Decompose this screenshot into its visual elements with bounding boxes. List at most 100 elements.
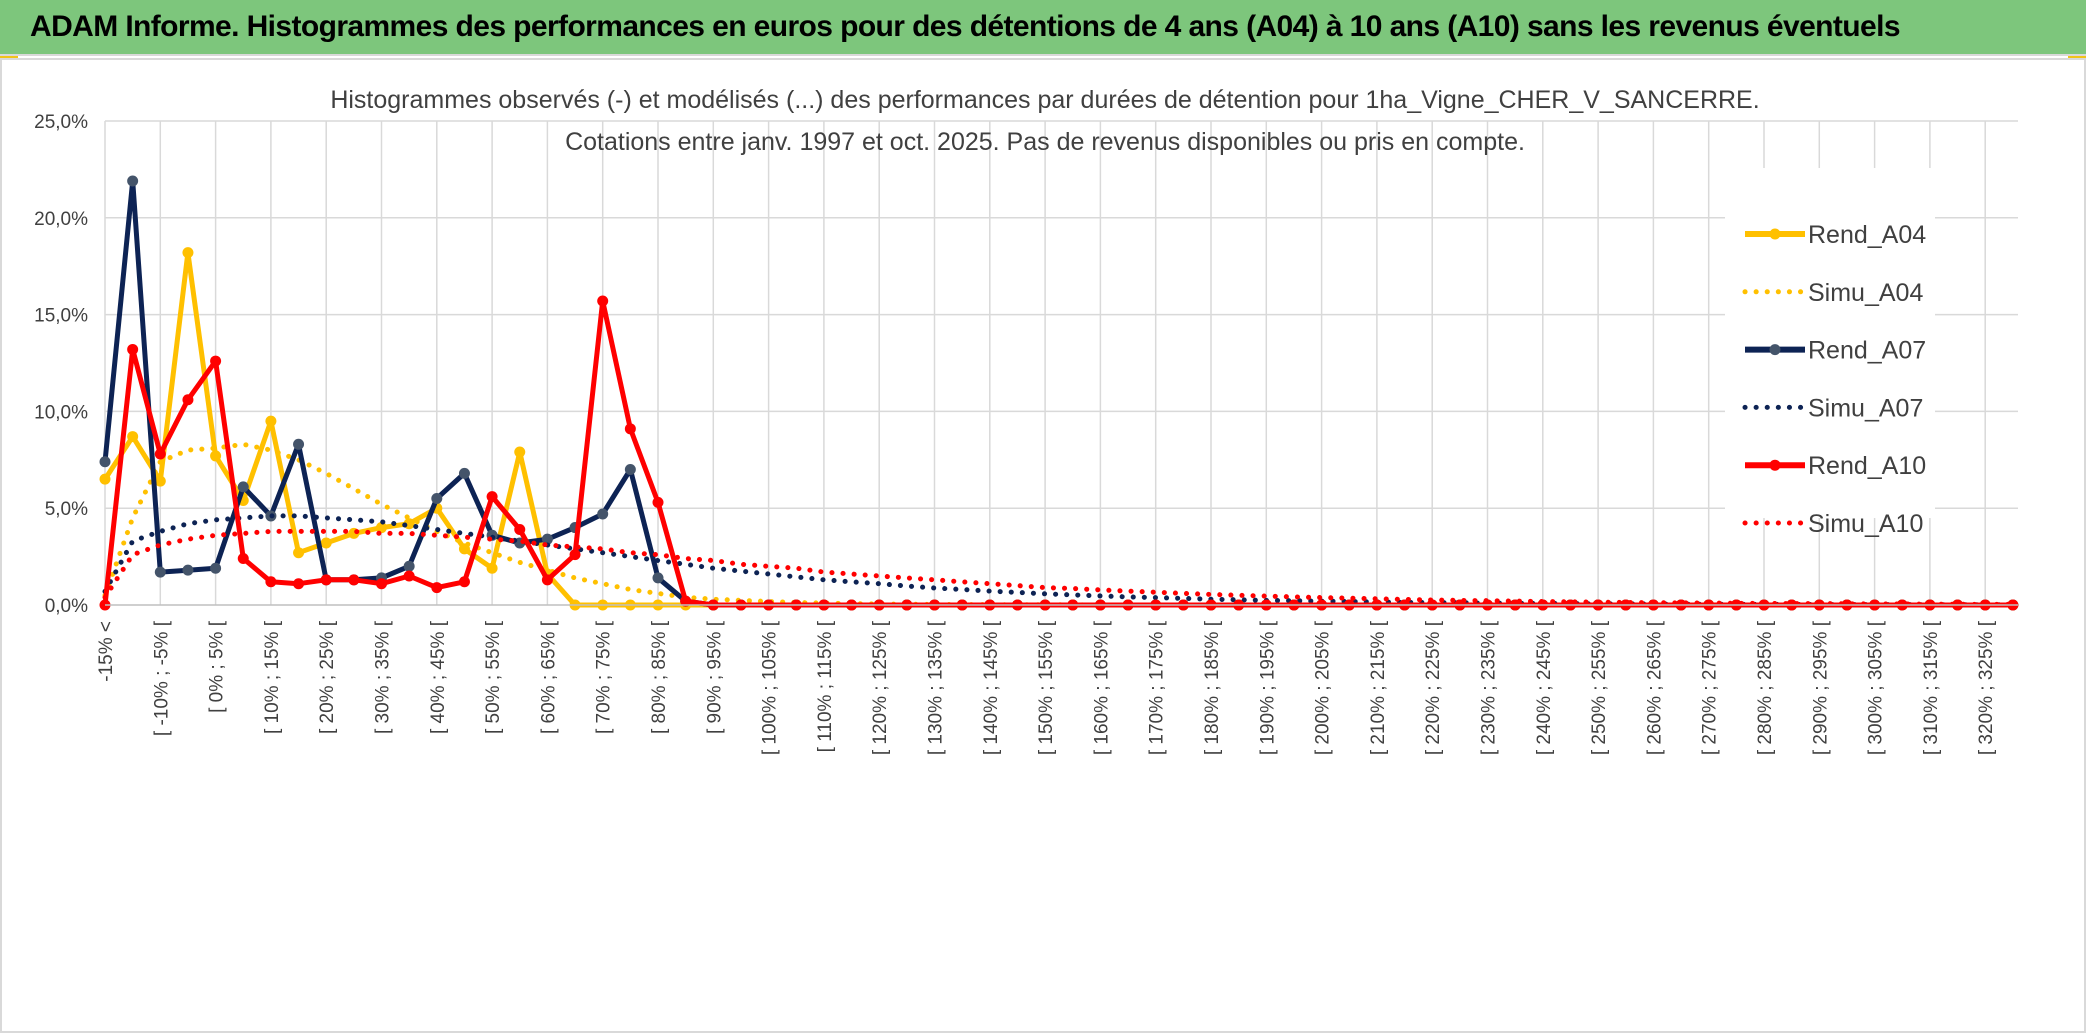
data-point-rend-a04 xyxy=(182,247,194,259)
data-point-rend-a07 xyxy=(403,560,415,572)
x-tick-label: [ 200% ; 205% [ xyxy=(1313,620,1334,755)
x-tick-label: [ 300% ; 305% [ xyxy=(1866,620,1887,755)
x-tick-label: [ 0% ; 5% [ xyxy=(207,620,228,713)
data-point-rend-a07 xyxy=(182,564,194,576)
x-tick-label: [ 250% ; 255% [ xyxy=(1589,620,1610,755)
x-tick-label: [ 110% ; 115% [ xyxy=(815,620,836,752)
data-point-rend-a10 xyxy=(210,355,222,367)
legend-background xyxy=(1725,168,1935,518)
data-point-rend-a10 xyxy=(541,574,553,586)
x-tick-label: [ -10% ; -5% [ xyxy=(151,620,172,736)
x-tick-label: [ 60% ; 65% [ xyxy=(538,620,559,734)
data-point-rend-a10 xyxy=(127,343,139,355)
x-tick-label: [ 270% ; 275% [ xyxy=(1700,620,1721,755)
y-tick-label: 0,0% xyxy=(45,596,88,617)
data-point-rend-a07 xyxy=(431,493,443,505)
x-tick-label: [ 160% ; 165% [ xyxy=(1091,620,1112,755)
data-point-rend-a10 xyxy=(569,549,581,561)
x-tick-label: [ 100% ; 105% [ xyxy=(760,620,781,755)
y-tick-label: 5,0% xyxy=(45,499,88,520)
histogram-chart: 0,0% 5,0% 10,0% 15,0% 20,0% 25,0% -15% < [ -10%… xyxy=(0,58,2086,1033)
data-point-rend-a10 xyxy=(597,295,609,307)
data-point-rend-a10 xyxy=(154,448,166,460)
legend-label-simu-a07: Simu_A07 xyxy=(1808,394,1923,422)
data-point-rend-a10 xyxy=(403,570,415,582)
data-point-rend-a10 xyxy=(182,394,194,406)
legend-label-simu-a04: Simu_A04 xyxy=(1808,279,1923,307)
y-tick-label: 10,0% xyxy=(34,402,88,423)
x-tick-label: [ 310% ; 315% [ xyxy=(1921,620,1942,755)
data-point-rend-a04 xyxy=(376,522,387,534)
data-point-rend-a07 xyxy=(127,175,139,187)
x-tick-label: [ 120% ; 125% [ xyxy=(870,620,891,755)
data-point-rend-a04 xyxy=(320,537,332,549)
chart-legend: Rend_A04 Simu_A04 Rend_A07 Simu_A07 Rend_A10… xyxy=(1725,168,1935,538)
data-point-rend-a10 xyxy=(486,491,498,503)
data-point-rend-a04 xyxy=(99,473,111,485)
report-title: ADAM Informe. Histogrammes des performan… xyxy=(30,10,1901,43)
data-point-rend-a04 xyxy=(265,415,277,427)
data-point-rend-a07 xyxy=(652,572,664,584)
data-point-rend-a04 xyxy=(154,475,166,487)
legend-label-rend-a04: Rend_A04 xyxy=(1808,221,1926,249)
x-tick-label: [ 40% ; 45% [ xyxy=(428,620,449,734)
x-tick-label: [ 220% ; 225% [ xyxy=(1423,620,1444,755)
x-tick-label: [ 190% ; 195% [ xyxy=(1257,620,1278,755)
x-tick-label: [ 170% ; 175% [ xyxy=(1147,620,1168,755)
data-point-rend-a04 xyxy=(127,431,139,443)
data-point-rend-a10 xyxy=(431,582,443,594)
data-point-rend-a07 xyxy=(99,456,111,468)
x-tick-label: [ 280% ; 285% [ xyxy=(1755,620,1776,755)
x-tick-label: [ 320% ; 325% [ xyxy=(1976,620,1997,755)
x-tick-label: [ 90% ; 95% [ xyxy=(704,620,725,734)
y-tick-label: 25,0% xyxy=(34,112,88,133)
data-point-rend-a04 xyxy=(486,562,498,574)
x-tick-label: [ 180% ; 185% [ xyxy=(1202,620,1223,755)
data-point-rend-a07 xyxy=(458,467,470,479)
x-tick-label: [ 260% ; 265% [ xyxy=(1644,620,1665,755)
series-line-simu-a10 xyxy=(102,528,2016,607)
legend-marker-rend-a07 xyxy=(1769,344,1781,356)
x-tick-label: [ 30% ; 35% [ xyxy=(373,620,394,734)
data-point-rend-a10 xyxy=(458,576,470,588)
x-tick-label: [ 10% ; 15% [ xyxy=(262,620,283,734)
report-banner: ADAM Informe. Histogrammes des performan… xyxy=(0,0,2086,56)
data-point-rend-a10 xyxy=(680,595,692,607)
data-point-rend-a10 xyxy=(293,578,305,590)
legend-label-rend-a10: Rend_A10 xyxy=(1808,452,1926,480)
legend-marker-rend-a10 xyxy=(1769,459,1781,471)
data-point-rend-a10 xyxy=(624,423,636,435)
legend-label-simu-a10: Simu_A10 xyxy=(1808,510,1923,538)
data-point-rend-a04 xyxy=(293,547,305,559)
x-tick-label: [ 230% ; 235% [ xyxy=(1479,620,1500,755)
x-tick-label: [ 210% ; 215% [ xyxy=(1368,620,1389,755)
y-tick-label: 20,0% xyxy=(34,209,88,230)
x-tick-label: [ 70% ; 75% [ xyxy=(594,620,615,734)
legend-label-rend-a07: Rend_A07 xyxy=(1808,337,1926,365)
data-point-rend-a04 xyxy=(514,446,526,458)
data-point-rend-a07 xyxy=(154,566,166,578)
data-point-rend-a07 xyxy=(597,508,609,520)
data-point-rend-a07 xyxy=(237,481,249,493)
data-point-rend-a04 xyxy=(210,450,222,462)
x-tick-label: [ 130% ; 135% [ xyxy=(926,620,947,755)
chart-area: 0,0% 5,0% 10,0% 15,0% 20,0% 25,0% -15% < [ -10%… xyxy=(0,58,2086,1033)
data-point-rend-a07 xyxy=(293,438,305,450)
data-point-rend-a07 xyxy=(624,463,636,475)
data-point-rend-a10 xyxy=(652,496,664,508)
data-point-rend-a10 xyxy=(265,576,277,588)
data-point-rend-a10 xyxy=(376,578,387,590)
x-tick-label: -15% < xyxy=(96,621,117,682)
x-tick-label: [ 50% ; 55% [ xyxy=(483,620,504,734)
chart-title-line2: Cotations entre janv. 1997 et oct. 2025.… xyxy=(565,128,1525,156)
y-tick-label: 15,0% xyxy=(34,306,88,327)
chart-title-line1: Histogrammes observés (-) et modélisés (… xyxy=(330,86,1759,114)
data-point-rend-a10 xyxy=(514,523,526,535)
x-tick-label: [ 240% ; 245% [ xyxy=(1534,620,1555,755)
data-point-rend-a10 xyxy=(348,574,360,586)
x-tick-label: [ 150% ; 155% [ xyxy=(1036,620,1057,755)
data-point-rend-a07 xyxy=(541,533,553,545)
data-point-rend-a10 xyxy=(320,574,332,586)
x-tick-label: [ 290% ; 295% [ xyxy=(1810,620,1831,755)
x-tick-label: [ 20% ; 25% [ xyxy=(317,620,338,734)
